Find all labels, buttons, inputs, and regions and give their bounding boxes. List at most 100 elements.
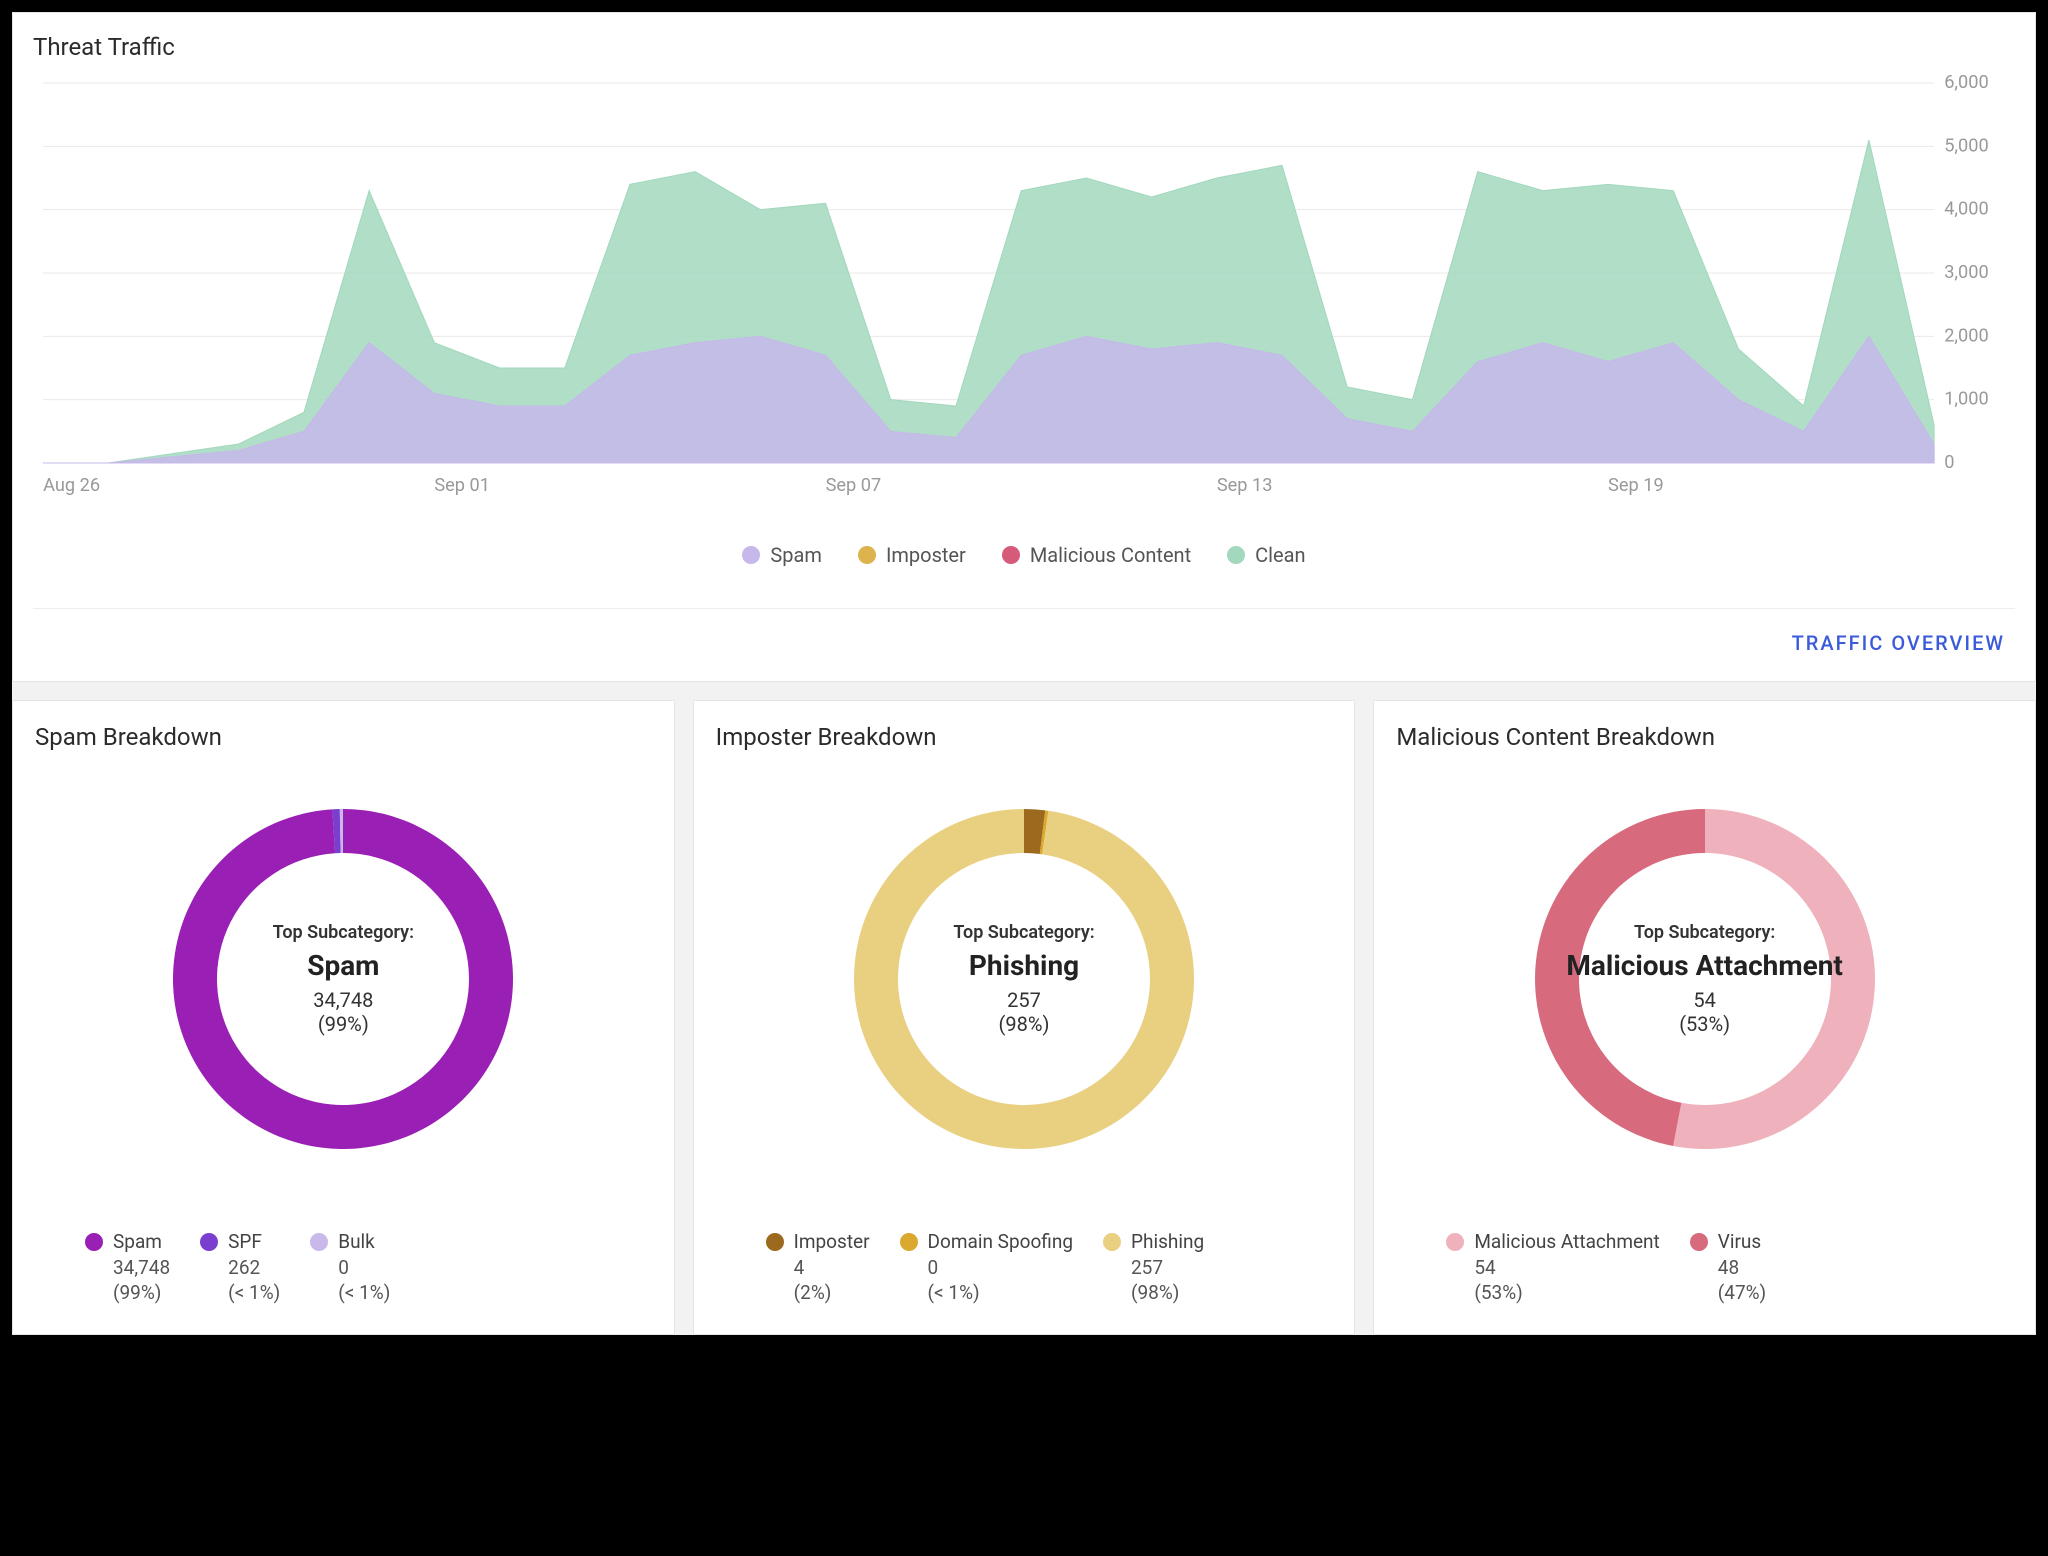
legend-name: Bulk [338, 1229, 390, 1255]
legend-percent: (98%) [1131, 1280, 1204, 1306]
breakdown-legend: Imposter 4 (2%) Domain Spoofing 0 (< 1%)… [716, 1229, 1333, 1306]
legend-label: Imposter [886, 543, 966, 567]
legend-dot [766, 1233, 784, 1251]
donut-center: Top Subcategory: Spam 34,748 (99%) [128, 922, 560, 1036]
legend-dot [1002, 546, 1020, 564]
svg-text:Aug 26: Aug 26 [43, 475, 100, 496]
breakdown-legend-item[interactable]: Virus 48 (47%) [1690, 1229, 1766, 1306]
svg-text:3,000: 3,000 [1944, 262, 1988, 283]
donut-center-label: Top Subcategory: [128, 922, 560, 943]
dashboard-frame: Threat Traffic 01,0002,0003,0004,0005,00… [0, 0, 2048, 1347]
donut-center-count: 34,748 [128, 988, 560, 1012]
breakdown-card: Spam Breakdown Top Subcategory: Spam 34,… [12, 700, 675, 1335]
donut-wrap: Top Subcategory: Malicious Attachment 54… [1396, 779, 2013, 1179]
threat-traffic-card: Threat Traffic 01,0002,0003,0004,0005,00… [12, 12, 2036, 682]
donut-center-name: Phishing [808, 949, 1240, 982]
legend-text: Virus 48 (47%) [1718, 1229, 1766, 1306]
legend-count: 0 [928, 1255, 1073, 1281]
legend-item[interactable]: Imposter [858, 543, 966, 567]
legend-name: Domain Spoofing [928, 1229, 1073, 1255]
legend-dot [742, 546, 760, 564]
breakdown-title: Imposter Breakdown [716, 723, 1333, 751]
breakdown-legend: Spam 34,748 (99%) SPF 262 (< 1%) Bulk 0 … [35, 1229, 652, 1306]
breakdown-title: Spam Breakdown [35, 723, 652, 751]
legend-percent: (99%) [113, 1280, 170, 1306]
legend-dot [900, 1233, 918, 1251]
legend-count: 262 [228, 1255, 280, 1281]
legend-item[interactable]: Clean [1227, 543, 1305, 567]
legend-label: Malicious Content [1030, 543, 1191, 567]
legend-dot [1690, 1233, 1708, 1251]
breakdown-title: Malicious Content Breakdown [1396, 723, 2013, 751]
svg-text:0: 0 [1944, 452, 1954, 473]
svg-text:5,000: 5,000 [1944, 135, 1988, 156]
legend-name: Malicious Attachment [1474, 1229, 1659, 1255]
legend-percent: (53%) [1474, 1280, 1659, 1306]
donut-center-label: Top Subcategory: [1489, 922, 1921, 943]
legend-percent: (< 1%) [338, 1280, 390, 1306]
donut-center-percent: (99%) [128, 1012, 560, 1036]
legend-text: SPF 262 (< 1%) [228, 1229, 280, 1306]
breakdown-legend-item[interactable]: Phishing 257 (98%) [1103, 1229, 1204, 1306]
breakdown-legend-item[interactable]: Domain Spoofing 0 (< 1%) [900, 1229, 1073, 1306]
legend-percent: (< 1%) [228, 1280, 280, 1306]
svg-text:4,000: 4,000 [1944, 199, 1988, 220]
donut-center-count: 257 [808, 988, 1240, 1012]
legend-name: Imposter [794, 1229, 870, 1255]
legend-text: Malicious Attachment 54 (53%) [1474, 1229, 1659, 1306]
legend-name: Phishing [1131, 1229, 1204, 1255]
donut-center-label: Top Subcategory: [808, 922, 1240, 943]
breakdown-legend-item[interactable]: Malicious Attachment 54 (53%) [1446, 1229, 1659, 1306]
threat-traffic-legend: Spam Imposter Malicious Content Clean [33, 503, 2015, 598]
svg-text:2,000: 2,000 [1944, 325, 1988, 346]
donut-center: Top Subcategory: Malicious Attachment 54… [1489, 922, 1921, 1036]
donut-center-name: Spam [128, 949, 560, 982]
breakdown-legend-item[interactable]: Bulk 0 (< 1%) [310, 1229, 390, 1306]
legend-item[interactable]: Spam [742, 543, 822, 567]
legend-dot [1103, 1233, 1121, 1251]
legend-percent: (2%) [794, 1280, 870, 1306]
legend-percent: (47%) [1718, 1280, 1766, 1306]
legend-name: SPF [228, 1229, 280, 1255]
legend-text: Domain Spoofing 0 (< 1%) [928, 1229, 1073, 1306]
legend-item[interactable]: Malicious Content [1002, 543, 1191, 567]
legend-label: Clean [1255, 543, 1305, 567]
threat-traffic-svg: 01,0002,0003,0004,0005,0006,000Aug 26Sep… [33, 73, 2015, 503]
breakdown-legend: Malicious Attachment 54 (53%) Virus 48 (… [1396, 1229, 2013, 1306]
legend-percent: (< 1%) [928, 1280, 1073, 1306]
donut-center-percent: (53%) [1489, 1012, 1921, 1036]
legend-dot [200, 1233, 218, 1251]
svg-text:Sep 07: Sep 07 [826, 475, 882, 496]
legend-name: Virus [1718, 1229, 1766, 1255]
donut-center-name: Malicious Attachment [1489, 949, 1921, 982]
breakdowns-row: Spam Breakdown Top Subcategory: Spam 34,… [12, 700, 2036, 1335]
donut-center-count: 54 [1489, 988, 1921, 1012]
legend-label: Spam [770, 543, 822, 567]
legend-dot [85, 1233, 103, 1251]
legend-name: Spam [113, 1229, 170, 1255]
breakdown-legend-item[interactable]: SPF 262 (< 1%) [200, 1229, 280, 1306]
donut-center-percent: (98%) [808, 1012, 1240, 1036]
breakdown-card: Malicious Content Breakdown Top Subcateg… [1373, 700, 2036, 1335]
legend-text: Bulk 0 (< 1%) [338, 1229, 390, 1306]
svg-text:Sep 01: Sep 01 [434, 475, 490, 496]
legend-text: Imposter 4 (2%) [794, 1229, 870, 1306]
legend-dot [1227, 546, 1245, 564]
breakdown-legend-item[interactable]: Spam 34,748 (99%) [85, 1229, 170, 1306]
threat-traffic-title: Threat Traffic [33, 33, 2015, 61]
legend-count: 257 [1131, 1255, 1204, 1281]
legend-text: Spam 34,748 (99%) [113, 1229, 170, 1306]
breakdown-legend-item[interactable]: Imposter 4 (2%) [766, 1229, 870, 1306]
legend-dot [1446, 1233, 1464, 1251]
legend-count: 4 [794, 1255, 870, 1281]
legend-dot [858, 546, 876, 564]
threat-traffic-chart: 01,0002,0003,0004,0005,0006,000Aug 26Sep… [33, 73, 2015, 503]
donut-wrap: Top Subcategory: Spam 34,748 (99%) [35, 779, 652, 1179]
legend-count: 54 [1474, 1255, 1659, 1281]
legend-count: 48 [1718, 1255, 1766, 1281]
legend-count: 34,748 [113, 1255, 170, 1281]
donut-wrap: Top Subcategory: Phishing 257 (98%) [716, 779, 1333, 1179]
breakdown-card: Imposter Breakdown Top Subcategory: Phis… [693, 700, 1356, 1335]
traffic-overview-link[interactable]: TRAFFIC OVERVIEW [1792, 631, 2005, 655]
svg-text:6,000: 6,000 [1944, 73, 1988, 93]
